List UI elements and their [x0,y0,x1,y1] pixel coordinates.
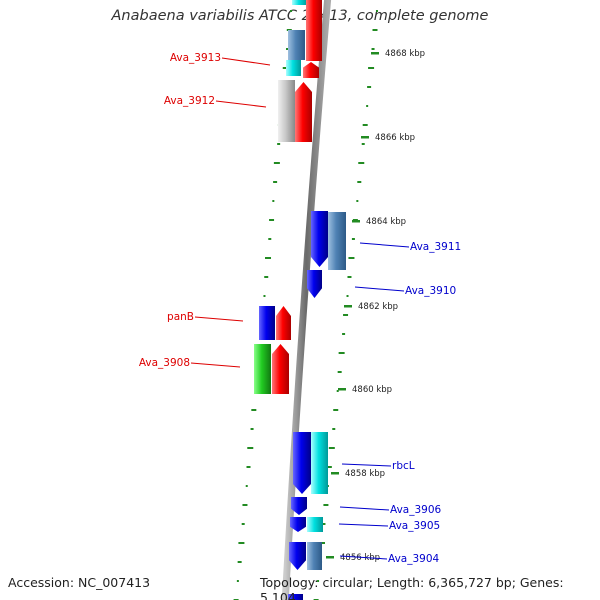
gene-labels: Ava_3913 Ava_3912 Ava_3911 Ava_3910 panB Ava_… [139,52,461,565]
gene-block-blue-4 [291,497,307,515]
tick-mark [331,472,339,475]
gene-block-blue-6 [289,542,306,570]
gene-label-ava-3912: Ava_3912 [164,95,215,107]
label-leader-line [339,555,388,560]
gene-label-ava-3908: Ava_3908 [139,357,190,369]
gene-block-blue-3 [293,432,311,494]
gene-label-ava-3911: Ava_3911 [410,241,461,253]
topology-text: Topology: circular; Length: 6,365,727 bp… [260,575,564,600]
map-title: Anabaena variabilis ATCC 29413, complete… [111,8,489,24]
gene-block-cyan-2 [307,517,323,532]
label-leader-line [190,362,241,368]
gene-label-ava-3910: Ava_3910 [405,285,456,297]
gene-block-red-2 [303,62,319,78]
gene-block-red-5 [272,344,289,394]
tick-label: 4862 kbp [358,302,398,312]
tick-mark [344,305,352,308]
gene-label-ava-3905: Ava_3905 [389,520,440,532]
tick-label: 4858 kbp [345,469,385,479]
gene-block-steel-1 [328,212,346,270]
gene-label-panb: panB [167,311,194,323]
gene-label-ava-3913: Ava_3913 [170,52,221,64]
gene-block-blue-7 [288,594,303,600]
label-leader-line [339,506,390,511]
gene-block-inner-5 [254,344,271,394]
tick-mark [361,136,369,139]
gene-block-cyan-1 [311,432,328,494]
label-leader-line [215,100,267,108]
label-leader-line [338,523,389,527]
label-leader-line [341,463,392,467]
gene-block-inner-3 [278,80,295,142]
tick-label: 4866 kbp [375,133,415,143]
label-leader-line [194,316,244,322]
gene-block-red-3 [295,82,312,142]
gene-block-red-4 [276,306,291,340]
kbp-ticks: 4868 kbp 4866 kbp 4864 kbp 4862 kbp 4860 kbp… [326,49,425,563]
label-leader-line [359,242,410,248]
gene-block-red-1 [306,0,322,61]
gene-block-inner-top [292,0,307,5]
gene-block-inner-4 [259,306,275,340]
gene-label-ava-3906: Ava_3906 [390,504,442,516]
gene-features [254,0,346,600]
gene-block-steel-2 [307,542,322,570]
tick-mark [352,220,360,223]
gene-block-blue-5 [290,517,306,532]
backbone-arc [281,0,332,600]
backbone-group [281,0,332,600]
gene-block-inner-2 [286,60,301,76]
accession-text: Accession: NC_007413 [8,575,151,590]
tick-label: 4856 kbp [340,553,380,563]
gene-block-blue-2 [307,270,322,298]
label-leader-line [354,286,405,292]
gene-block-blue-1 [311,211,328,267]
tick-mark [371,52,379,55]
tick-label: 4868 kbp [385,49,425,59]
tick-mark [326,556,334,559]
tick-mark [338,388,346,391]
gene-label-rbcl: rbcL [392,460,415,472]
label-leader-line [221,57,271,66]
tick-label: 4864 kbp [366,217,406,227]
gene-block-inner-1 [288,30,305,60]
tick-label: 4860 kbp [352,385,392,395]
gene-label-ava-3904: Ava_3904 [388,553,440,565]
